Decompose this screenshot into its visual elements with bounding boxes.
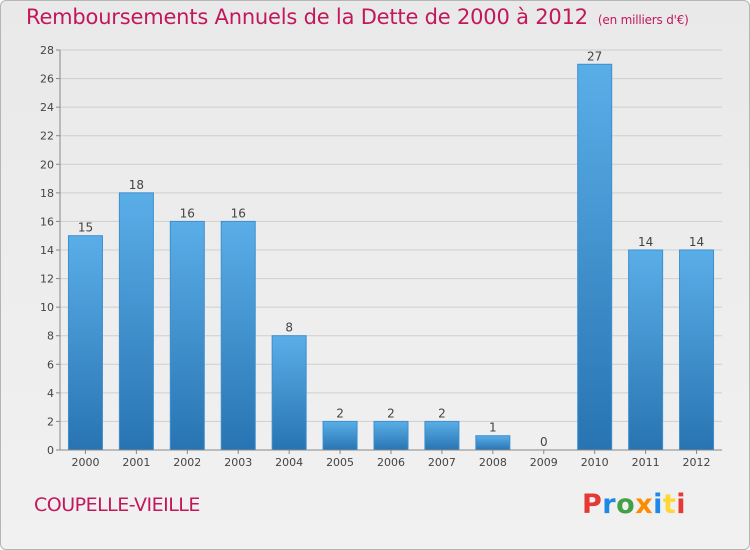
bar-value-label: 1 [489, 421, 497, 435]
bar-value-label: 16 [231, 206, 246, 220]
bar [424, 420, 460, 451]
bar [67, 235, 103, 451]
bar [679, 249, 715, 451]
y-tick-label: 24 [40, 101, 54, 114]
city-name: COUPELLE-VIEILLE [34, 494, 200, 516]
x-tick-label: 2003 [224, 456, 252, 469]
x-tick-label: 2004 [275, 456, 303, 469]
chart-title: Remboursements Annuels de la Dette de 20… [26, 5, 689, 29]
x-tick-label: 2005 [326, 456, 354, 469]
bar [628, 249, 664, 451]
x-tick-label: 2001 [122, 456, 150, 469]
y-tick-label: 8 [47, 330, 54, 343]
y-tick-label: 16 [40, 215, 54, 228]
bar-value-label: 8 [285, 321, 293, 335]
y-tick-label: 14 [40, 244, 54, 257]
bar-value-label: 14 [689, 235, 704, 249]
x-tick-label: 2006 [377, 456, 405, 469]
x-tick-label: 2007 [428, 456, 456, 469]
logo-letter: r [602, 489, 617, 520]
bar-value-label: 2 [387, 406, 395, 420]
bar-value-label: 18 [129, 178, 144, 192]
y-tick-label: 6 [47, 358, 54, 371]
bar-value-label: 2 [438, 406, 446, 420]
y-tick-label: 12 [40, 273, 54, 286]
logo-letter: t [662, 489, 677, 520]
x-tick-label: 2012 [683, 456, 711, 469]
logo-letter: i [676, 489, 687, 520]
bar-value-label: 2 [336, 406, 344, 420]
logo-letter: P [582, 489, 603, 520]
bar-value-label: 16 [180, 206, 195, 220]
x-tick-label: 2008 [479, 456, 507, 469]
chart-unit-label: (en milliers d'€) [597, 13, 689, 27]
logo-letter: o [616, 489, 636, 520]
bar [475, 435, 511, 451]
bar-value-label: 0 [540, 435, 548, 449]
x-tick-label: 2000 [71, 456, 99, 469]
bar [118, 192, 154, 451]
y-tick-label: 4 [47, 387, 54, 400]
bar-value-label: 15 [78, 221, 93, 235]
y-tick-label: 26 [40, 73, 54, 86]
bar [577, 63, 613, 451]
bar [373, 420, 409, 451]
chart-title-text: Remboursements Annuels de la Dette de 20… [26, 5, 588, 29]
y-tick-label: 18 [40, 187, 54, 200]
x-tick-label: 2010 [581, 456, 609, 469]
y-tick-label: 22 [40, 130, 54, 143]
y-tick-label: 0 [47, 444, 54, 457]
y-tick-label: 28 [40, 44, 54, 57]
x-tick-label: 2002 [173, 456, 201, 469]
y-tick-label: 10 [40, 301, 54, 314]
bar [322, 420, 358, 451]
x-tick-label: 2011 [632, 456, 660, 469]
bar-value-label: 14 [638, 235, 653, 249]
x-tick-label: 2009 [530, 456, 558, 469]
bar [169, 220, 205, 451]
y-tick-label: 2 [47, 415, 54, 428]
bar [271, 335, 307, 451]
logo-letter: x [635, 489, 654, 520]
logo-letter: i [653, 489, 663, 520]
y-tick-label: 20 [40, 158, 54, 171]
bar [220, 220, 256, 451]
proxiti-logo: Proxiti [582, 489, 686, 520]
bar-value-label: 27 [587, 49, 602, 63]
